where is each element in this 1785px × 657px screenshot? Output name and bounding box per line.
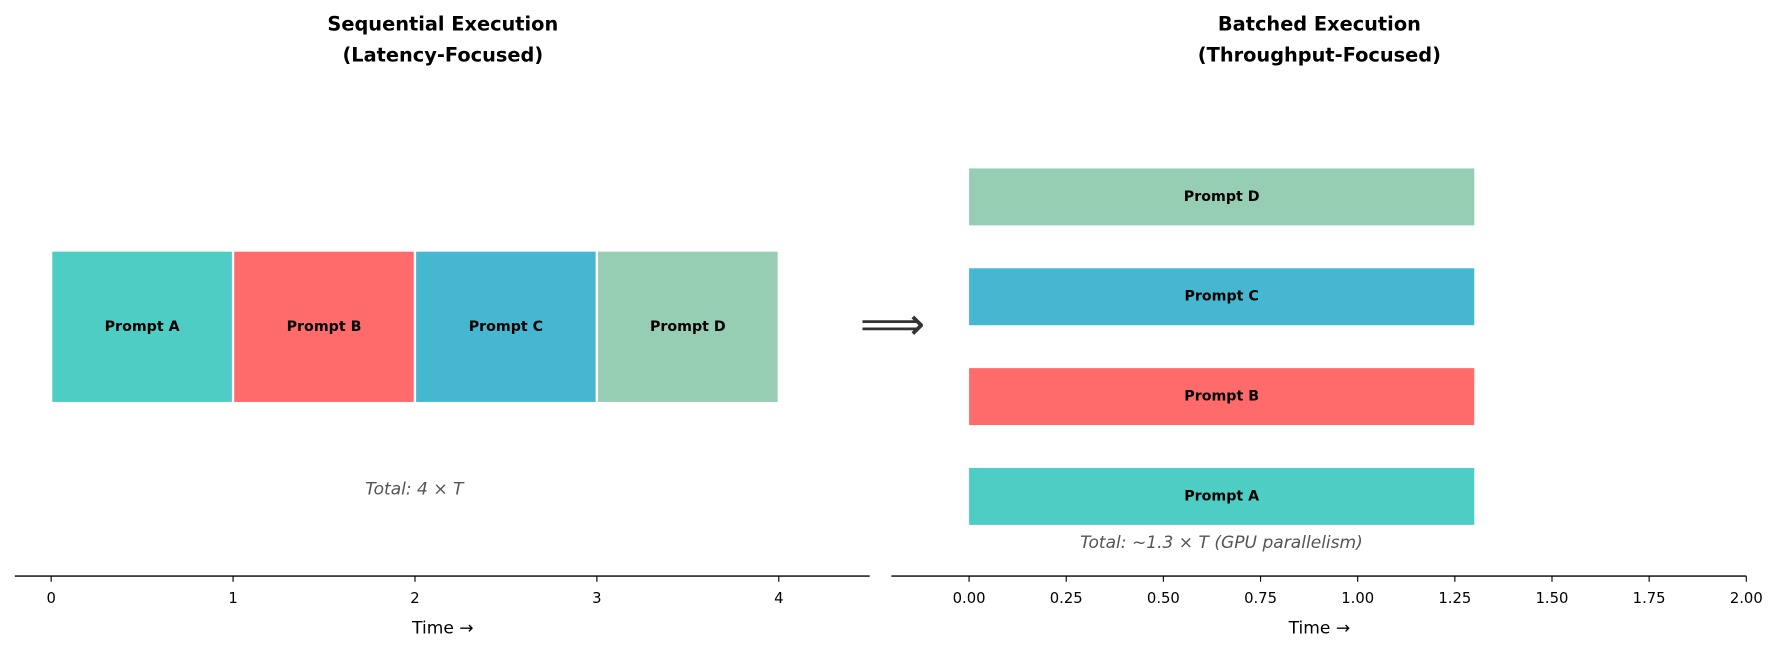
bar-label: Prompt D (1184, 189, 1260, 205)
annotation: Total: ~1.3 × T (GPU parallelism) (1080, 533, 1363, 553)
arrow: ⟹ (860, 297, 925, 350)
x-tick-label: 1.00 (1341, 590, 1374, 607)
x-tick-label: 0.00 (953, 590, 986, 607)
bar-label: Prompt D (650, 319, 726, 335)
x-axis-label: Time → (1288, 618, 1350, 638)
chart-title: (Throughput-Focused) (1198, 43, 1441, 66)
x-tick-label: 1.75 (1633, 590, 1666, 607)
chart-title: Batched Execution (1218, 13, 1421, 36)
x-tick-label: 0 (46, 590, 55, 607)
chart-title: Sequential Execution (327, 13, 558, 36)
annotation: Total: 4 × T (365, 480, 465, 500)
bar-label: Prompt B (1184, 389, 1259, 405)
bar-label: Prompt A (105, 319, 180, 335)
x-tick-label: 3 (592, 590, 601, 607)
bar-label: Prompt C (469, 319, 543, 335)
chart-title: (Latency-Focused) (342, 43, 543, 66)
x-tick-label: 2.00 (1730, 590, 1763, 607)
bar (969, 168, 1475, 226)
x-axis-label: Time → (411, 618, 473, 638)
bar (50, 249, 235, 405)
bar (969, 368, 1475, 426)
x-tick-label: 4 (774, 590, 783, 607)
bar-label: Prompt B (287, 319, 362, 335)
x-tick-label: 0.50 (1147, 590, 1180, 607)
x-tick-label: 0.25 (1050, 590, 1083, 607)
x-tick-label: 0.75 (1244, 590, 1277, 607)
bar (969, 467, 1475, 525)
bar-label: Prompt C (1184, 289, 1258, 305)
bar (969, 268, 1475, 326)
bar-label: Prompt A (1184, 488, 1259, 504)
x-tick-label: 1 (228, 590, 237, 607)
x-tick-label: 1.50 (1536, 590, 1569, 607)
x-tick-label: 2 (410, 590, 419, 607)
bar (595, 249, 780, 405)
x-tick-label: 1.25 (1438, 590, 1471, 607)
